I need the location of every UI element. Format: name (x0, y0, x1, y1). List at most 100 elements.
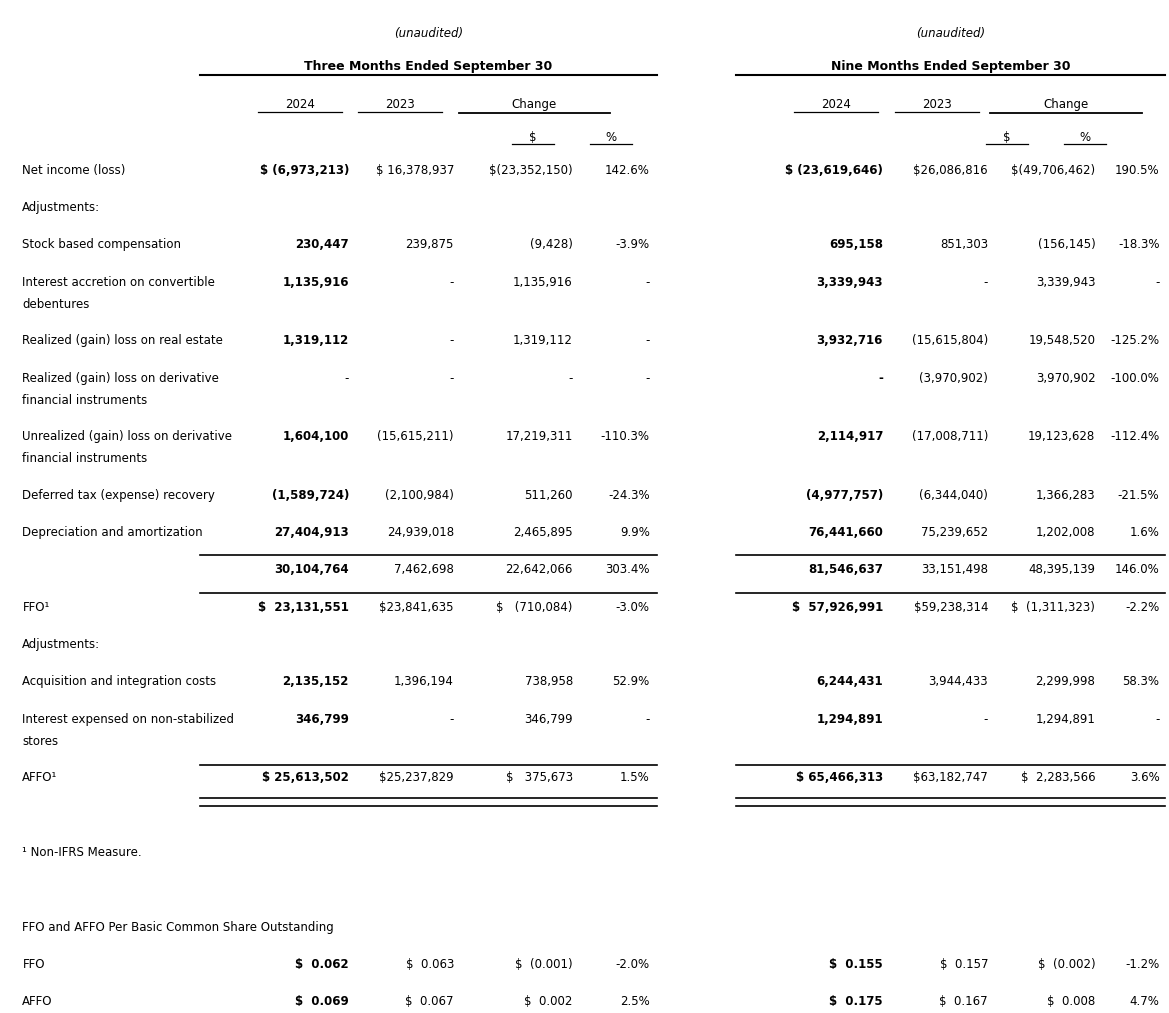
Text: $  0.063: $ 0.063 (406, 958, 454, 970)
Text: $(49,706,462): $(49,706,462) (1011, 164, 1095, 177)
Text: 1,396,194: 1,396,194 (394, 676, 454, 689)
Text: 75,239,652: 75,239,652 (921, 526, 988, 539)
Text: $  (0.001): $ (0.001) (516, 958, 573, 970)
Text: $  0.069: $ 0.069 (296, 995, 348, 1008)
Text: %: % (1079, 131, 1091, 144)
Text: AFFO¹: AFFO¹ (22, 771, 57, 784)
Text: 346,799: 346,799 (524, 713, 573, 725)
Text: -112.4%: -112.4% (1111, 431, 1160, 443)
Text: 851,303: 851,303 (940, 238, 988, 251)
Text: $   (710,084): $ (710,084) (497, 601, 573, 614)
Text: 19,123,628: 19,123,628 (1028, 431, 1095, 443)
Text: $  0.175: $ 0.175 (830, 995, 883, 1008)
Text: 2024: 2024 (822, 98, 851, 111)
Text: -18.3%: -18.3% (1118, 238, 1160, 251)
Text: 33,151,498: 33,151,498 (921, 563, 988, 576)
Text: Interest expensed on non-stabilized: Interest expensed on non-stabilized (22, 713, 234, 725)
Text: -: - (1155, 276, 1160, 289)
Text: 76,441,660: 76,441,660 (808, 526, 883, 539)
Text: 6,244,431: 6,244,431 (816, 676, 883, 689)
Text: (1,589,724): (1,589,724) (271, 488, 348, 501)
Text: -: - (450, 334, 454, 347)
Text: $ (6,973,213): $ (6,973,213) (260, 164, 348, 177)
Text: 1.6%: 1.6% (1129, 526, 1160, 539)
Text: -: - (645, 713, 650, 725)
Text: (156,145): (156,145) (1038, 238, 1095, 251)
Text: $  0.155: $ 0.155 (829, 958, 883, 970)
Text: 30,104,764: 30,104,764 (275, 563, 348, 576)
Text: FFO and AFFO Per Basic Common Share Outstanding: FFO and AFFO Per Basic Common Share Outs… (22, 921, 334, 934)
Text: Adjustments:: Adjustments: (22, 638, 101, 651)
Text: Deferred tax (expense) recovery: Deferred tax (expense) recovery (22, 488, 215, 501)
Text: $  57,926,991: $ 57,926,991 (791, 601, 883, 614)
Text: $(23,352,150): $(23,352,150) (489, 164, 573, 177)
Text: 3,339,943: 3,339,943 (1036, 276, 1095, 289)
Text: Stock based compensation: Stock based compensation (22, 238, 181, 251)
Text: 1,319,112: 1,319,112 (283, 334, 348, 347)
Text: Unrealized (gain) loss on derivative: Unrealized (gain) loss on derivative (22, 431, 233, 443)
Text: financial instruments: financial instruments (22, 394, 147, 407)
Text: $  0.157: $ 0.157 (940, 958, 988, 970)
Text: $26,086,816: $26,086,816 (913, 164, 988, 177)
Text: (unaudited): (unaudited) (916, 26, 985, 40)
Text: $  (1,311,323): $ (1,311,323) (1011, 601, 1095, 614)
Text: 1,294,891: 1,294,891 (816, 713, 883, 725)
Text: 2,114,917: 2,114,917 (817, 431, 883, 443)
Text: (15,615,804): (15,615,804) (912, 334, 988, 347)
Text: -1.2%: -1.2% (1126, 958, 1160, 970)
Text: -3.0%: -3.0% (616, 601, 650, 614)
Text: financial instruments: financial instruments (22, 453, 147, 465)
Text: -: - (450, 713, 454, 725)
Text: 142.6%: 142.6% (604, 164, 650, 177)
Text: 1,604,100: 1,604,100 (283, 431, 348, 443)
Text: 1,135,916: 1,135,916 (283, 276, 348, 289)
Text: 27,404,913: 27,404,913 (275, 526, 348, 539)
Text: $: $ (1003, 131, 1010, 144)
Text: 3,970,902: 3,970,902 (1036, 372, 1095, 385)
Text: (15,615,211): (15,615,211) (378, 431, 454, 443)
Text: Change: Change (512, 98, 556, 111)
Text: 2.5%: 2.5% (620, 995, 650, 1008)
Text: -21.5%: -21.5% (1118, 488, 1160, 501)
Text: -: - (568, 372, 573, 385)
Text: (17,008,711): (17,008,711) (912, 431, 988, 443)
Text: AFFO: AFFO (22, 995, 53, 1008)
Text: -110.3%: -110.3% (601, 431, 650, 443)
Text: ¹ Non-IFRS Measure.: ¹ Non-IFRS Measure. (22, 846, 141, 859)
Text: (unaudited): (unaudited) (394, 26, 463, 40)
Text: (9,428): (9,428) (530, 238, 573, 251)
Text: (6,344,040): (6,344,040) (919, 488, 988, 501)
Text: (4,977,757): (4,977,757) (805, 488, 883, 501)
Text: 22,642,066: 22,642,066 (505, 563, 573, 576)
Text: $59,238,314: $59,238,314 (913, 601, 988, 614)
Text: 190.5%: 190.5% (1115, 164, 1160, 177)
Text: $ 25,613,502: $ 25,613,502 (262, 771, 348, 784)
Text: -2.2%: -2.2% (1126, 601, 1160, 614)
Text: 346,799: 346,799 (295, 713, 348, 725)
Text: stores: stores (22, 734, 58, 748)
Text: (3,970,902): (3,970,902) (919, 372, 988, 385)
Text: 1,319,112: 1,319,112 (513, 334, 573, 347)
Text: $ 16,378,937: $ 16,378,937 (375, 164, 454, 177)
Text: Adjustments:: Adjustments: (22, 202, 101, 214)
Text: $  2,283,566: $ 2,283,566 (1021, 771, 1095, 784)
Text: 146.0%: 146.0% (1115, 563, 1160, 576)
Text: -: - (983, 276, 988, 289)
Text: FFO¹: FFO¹ (22, 601, 50, 614)
Text: 48,395,139: 48,395,139 (1029, 563, 1095, 576)
Text: $  0.167: $ 0.167 (940, 995, 988, 1008)
Text: 24,939,018: 24,939,018 (387, 526, 454, 539)
Text: 2024: 2024 (285, 98, 314, 111)
Text: $  0.002: $ 0.002 (525, 995, 573, 1008)
Text: $  0.008: $ 0.008 (1047, 995, 1095, 1008)
Text: Three Months Ended September 30: Three Months Ended September 30 (304, 60, 552, 73)
Text: $  0.062: $ 0.062 (296, 958, 348, 970)
Text: debentures: debentures (22, 298, 90, 311)
Text: 1,366,283: 1,366,283 (1036, 488, 1095, 501)
Text: 2,299,998: 2,299,998 (1036, 676, 1095, 689)
Text: 2,465,895: 2,465,895 (513, 526, 573, 539)
Text: FFO: FFO (22, 958, 44, 970)
Text: 3,944,433: 3,944,433 (928, 676, 988, 689)
Text: 7,462,698: 7,462,698 (394, 563, 454, 576)
Text: 511,260: 511,260 (525, 488, 573, 501)
